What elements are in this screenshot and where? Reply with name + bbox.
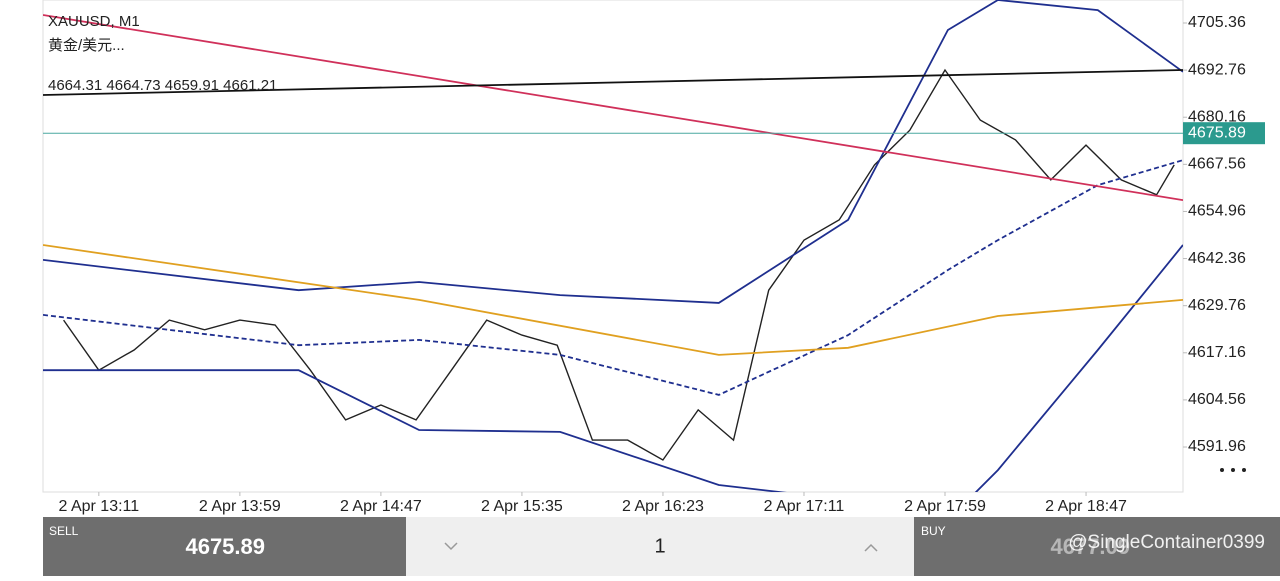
y-tick-label: 4629.76: [1188, 297, 1246, 314]
x-tick-label: 2 Apr 15:35: [481, 498, 563, 515]
watermark: @SingleContainer0399: [1068, 532, 1265, 553]
buy-price: 4677.09: [1050, 534, 1130, 559]
volume-panel: [406, 517, 914, 576]
ohlc: 4664.31 4664.73 4659.91 4661.21: [48, 77, 277, 94]
y-tick-label: 4617.16: [1188, 344, 1246, 361]
current-price-tag: [1183, 122, 1265, 145]
price-line: [43, 69, 1183, 96]
buy-button[interactable]: [914, 517, 1280, 576]
y-tick-label: 4705.36: [1188, 14, 1246, 31]
x-tick-label: 2 Apr 17:59: [904, 498, 986, 515]
series-layer: [43, 0, 1183, 492]
current-price-label: 4675.89: [1188, 124, 1246, 141]
sell-price: 4675.89: [185, 534, 265, 559]
x-tick-label: 2 Apr 17:11: [764, 498, 845, 515]
grid: [98, 22, 1187, 496]
x-tick-label: 2 Apr 13:11: [58, 498, 139, 515]
x-tick-label: 2 Apr 14:47: [340, 498, 422, 515]
y-tick-label: 4654.96: [1188, 203, 1246, 220]
price-line: [43, 244, 1183, 356]
volume[interactable]: 1: [654, 535, 665, 557]
symbol: XAUUSD, M1: [48, 13, 140, 30]
menu-dot[interactable]: [1220, 468, 1224, 472]
y-tick-label: 4680.16: [1188, 108, 1246, 125]
description: 黄金/美元...: [48, 37, 125, 54]
sell-button[interactable]: [43, 517, 406, 576]
increase-volume[interactable]: [864, 543, 878, 552]
decrease-volume[interactable]: [444, 542, 458, 551]
x-tick-label: 2 Apr 13:59: [199, 498, 281, 515]
price-line: [43, 159, 1183, 396]
price-line: [43, 14, 1183, 201]
y-tick-label: 4642.36: [1188, 250, 1246, 267]
y-tick-label: 4591.96: [1188, 438, 1246, 455]
x-tick-label: 2 Apr 18:47: [1045, 498, 1127, 515]
y-tick-label: 4667.56: [1188, 156, 1246, 173]
y-tick-label: 4604.56: [1188, 391, 1246, 408]
menu-dot[interactable]: [1231, 468, 1235, 472]
price-line: [43, 244, 1183, 492]
x-tick-label: 2 Apr 16:23: [622, 498, 704, 515]
sell-label: SELL: [49, 524, 79, 538]
buy-label: BUY: [921, 524, 946, 538]
price-line: [43, 0, 1183, 304]
menu-dot[interactable]: [1242, 468, 1246, 472]
y-tick-label: 4692.76: [1188, 61, 1246, 78]
